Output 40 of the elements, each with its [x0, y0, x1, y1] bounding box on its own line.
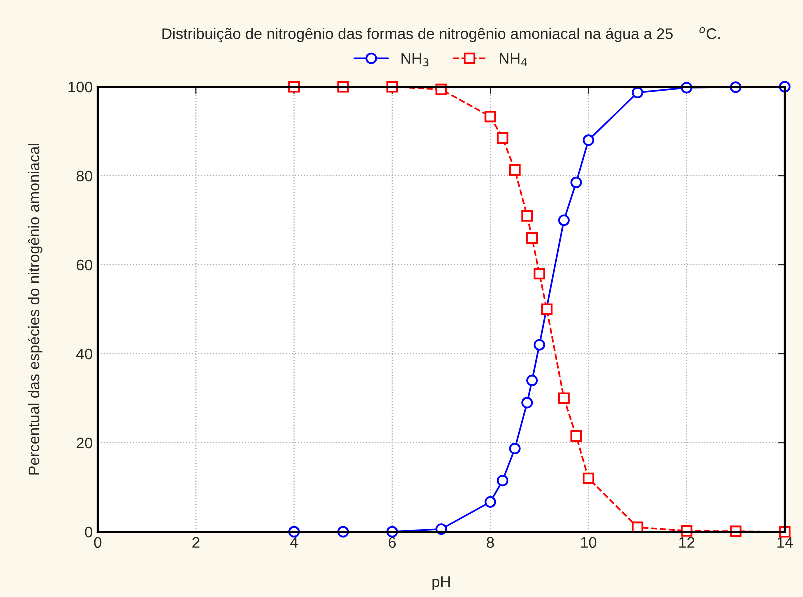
y-tick-label: 20	[76, 438, 93, 449]
x-axis-title: pH	[432, 576, 450, 590]
point	[558, 214, 570, 226]
x-tick-label: 14	[778, 537, 794, 548]
point	[484, 111, 496, 123]
point	[582, 472, 594, 484]
point	[570, 430, 582, 442]
y-tick-label: 0	[85, 526, 93, 538]
y-axis-title: Percentual das espécies do nitrogênio amoniacal	[28, 144, 43, 475]
point	[526, 232, 538, 244]
point	[582, 134, 594, 146]
point	[779, 526, 791, 538]
x-tick-label: 2	[192, 537, 200, 548]
point	[484, 496, 496, 508]
point	[522, 397, 534, 409]
point	[632, 87, 644, 99]
point	[541, 304, 553, 316]
legend-label: NH$_{3}$	[402, 53, 429, 67]
point	[526, 374, 538, 386]
y-tick-label: 60	[76, 260, 93, 271]
x-tick-label: 10	[581, 537, 597, 548]
point	[509, 443, 521, 455]
point	[570, 176, 582, 188]
point	[558, 392, 570, 404]
point	[497, 132, 509, 144]
x-tick-label: 6	[388, 537, 396, 548]
point	[534, 339, 546, 351]
y-tick-label: 40	[76, 348, 93, 360]
chart-title: Distribuição de nitrogênio das formas de nitrogênio amoniacal na água a 25 $^{o}$C.	[162, 27, 720, 42]
point	[497, 475, 509, 487]
point	[509, 164, 521, 176]
x-tick-label: 8	[486, 537, 494, 548]
point	[522, 210, 534, 222]
x-tick-label: 0	[94, 537, 102, 548]
point	[534, 268, 546, 280]
legend-label: NH$_{4}$	[500, 53, 528, 66]
y-tick-label: 100	[68, 82, 93, 93]
y-tick-label: 80	[76, 170, 93, 182]
x-tick-label: 4	[290, 537, 298, 548]
x-tick-label: 12	[680, 537, 695, 548]
